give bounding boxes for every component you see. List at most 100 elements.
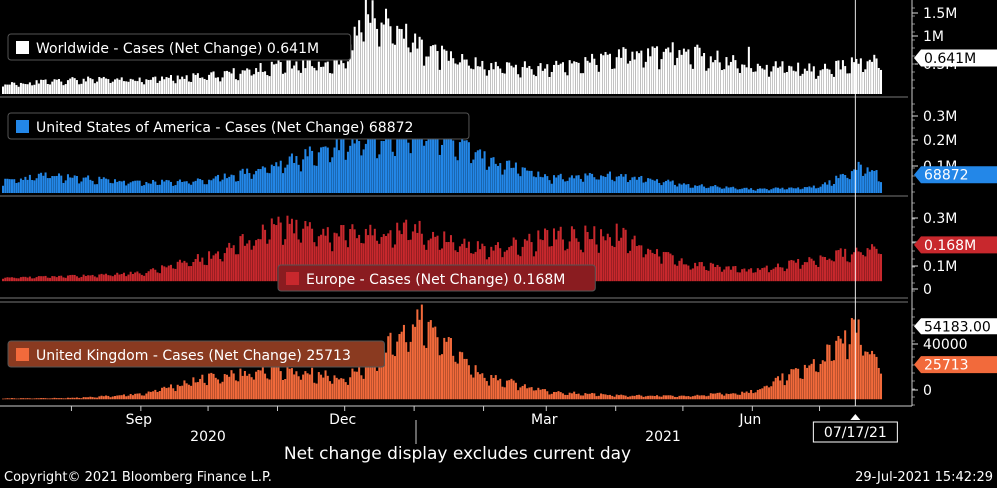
bar <box>826 68 829 94</box>
bar <box>756 63 759 94</box>
bar <box>629 60 632 94</box>
bar <box>676 57 679 94</box>
bar <box>441 354 444 400</box>
bar <box>297 239 300 282</box>
bar <box>259 239 262 282</box>
bar <box>752 71 755 94</box>
bar <box>322 228 325 282</box>
legend-swatch <box>16 120 29 133</box>
bar <box>87 275 90 282</box>
bar <box>680 184 683 193</box>
bar <box>107 179 110 193</box>
bar <box>60 275 63 282</box>
bar <box>342 63 345 94</box>
bar <box>266 75 269 94</box>
bar <box>530 170 533 193</box>
bar <box>756 188 759 193</box>
bar <box>147 183 150 193</box>
bar <box>393 244 396 282</box>
bar <box>400 234 403 282</box>
bar <box>476 241 479 282</box>
bar <box>712 186 715 193</box>
bar <box>586 60 589 94</box>
bar <box>73 274 76 282</box>
bar <box>78 183 81 193</box>
bar <box>474 57 477 94</box>
bar <box>754 71 757 94</box>
bar <box>382 349 385 400</box>
bar <box>57 79 61 94</box>
bar <box>98 77 101 94</box>
bar <box>405 23 408 95</box>
bar <box>120 77 123 94</box>
bar <box>483 69 486 94</box>
bar <box>617 49 620 94</box>
bar <box>850 171 853 193</box>
bar <box>591 173 594 193</box>
bar <box>817 266 820 282</box>
bar <box>369 22 372 94</box>
bar <box>140 185 143 193</box>
bar <box>467 142 470 193</box>
bar <box>828 69 831 94</box>
bar <box>409 239 412 282</box>
bar <box>270 164 273 193</box>
bar <box>741 391 744 400</box>
bar <box>810 71 813 94</box>
bar <box>42 79 45 94</box>
bar <box>391 247 394 282</box>
bar <box>396 25 399 94</box>
bar <box>756 389 759 400</box>
bar <box>875 356 878 400</box>
bar <box>329 73 332 94</box>
bar <box>349 44 352 94</box>
bar <box>528 66 531 94</box>
bar <box>539 176 542 193</box>
bar <box>337 64 340 94</box>
bar <box>559 173 562 193</box>
bar <box>725 57 728 94</box>
bar <box>826 184 829 193</box>
bar <box>4 277 7 282</box>
bar <box>703 395 706 400</box>
bar <box>118 395 121 400</box>
bar <box>776 187 779 193</box>
bar <box>770 386 773 400</box>
bar <box>80 398 83 400</box>
bar <box>402 222 405 282</box>
bar <box>673 396 676 400</box>
bar <box>423 244 426 282</box>
bar <box>839 174 842 193</box>
bar <box>770 189 773 193</box>
bar <box>376 158 379 193</box>
bar <box>337 150 340 193</box>
bar <box>33 180 36 193</box>
bar <box>447 60 450 94</box>
bar <box>205 184 208 193</box>
bar <box>626 396 629 400</box>
bar <box>815 371 818 400</box>
bar <box>64 84 67 94</box>
bar <box>109 82 112 94</box>
bar <box>772 188 775 193</box>
bar <box>647 248 650 282</box>
copyright: Copyright© 2021 Bloomberg Finance L.P. <box>4 470 272 485</box>
bar <box>723 269 726 282</box>
bar <box>759 269 762 282</box>
bar <box>214 253 217 282</box>
bar <box>615 394 618 400</box>
bar <box>647 48 650 94</box>
bar <box>313 165 316 193</box>
bar <box>297 164 300 193</box>
legend-box <box>277 264 596 292</box>
bar <box>434 118 437 193</box>
bar <box>743 187 746 193</box>
bar <box>555 392 558 400</box>
bar <box>169 181 172 193</box>
bar <box>250 377 253 400</box>
bar <box>604 394 607 400</box>
bar <box>568 241 571 282</box>
bar <box>358 365 361 400</box>
bar <box>362 41 365 94</box>
bar <box>31 85 34 94</box>
